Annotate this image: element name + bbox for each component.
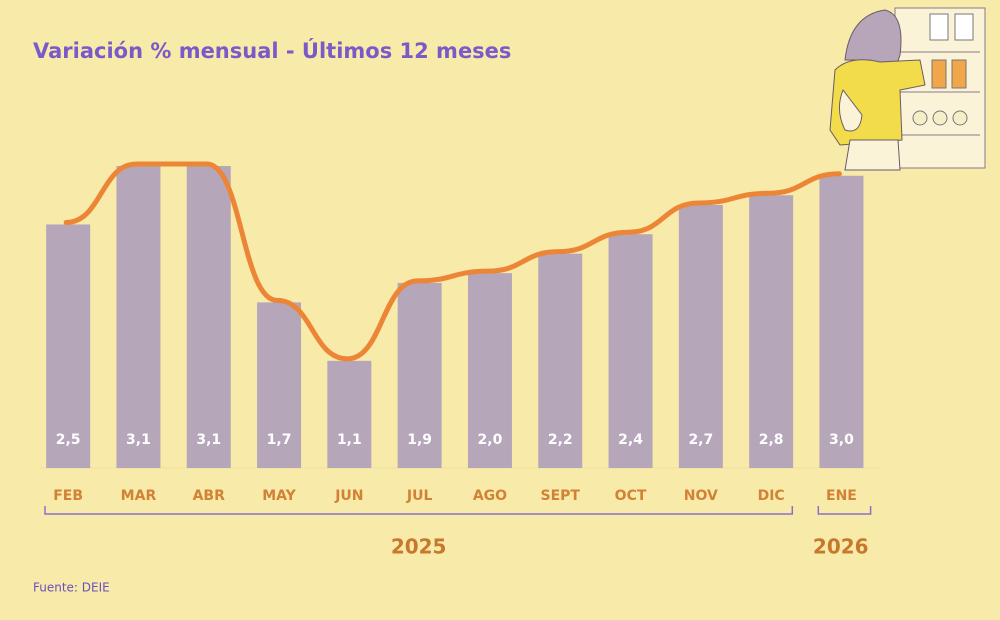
value-label: 2,5 [56,432,81,448]
year-bracket [44,506,794,515]
value-label: 2,4 [618,432,643,448]
value-label: 2,2 [548,432,573,448]
source: Fuente: DEIE [33,581,110,595]
year-bracket [817,506,872,515]
value-label: 3,0 [829,432,854,448]
bar [116,166,161,468]
x-tick-label: ENE [826,488,857,504]
bar [819,175,864,468]
value-label: 2,8 [759,432,784,448]
bar [678,204,723,468]
x-tick-label: MAR [121,488,157,504]
value-label: 1,9 [407,432,432,448]
bar [608,234,653,468]
x-tick-label: DIC [758,488,785,504]
x-tick-label: NOV [684,488,718,504]
chart-title: Variación % mensual - Últimos 12 meses [33,38,511,63]
bar [538,253,583,468]
year-label: 2025 [391,535,447,559]
bar [749,195,794,468]
x-tick-label: OCT [615,488,647,504]
x-tick-label: MAY [262,488,296,504]
bar [467,273,512,468]
trend-line [63,161,842,362]
value-label: 2,7 [688,432,713,448]
x-tick-label: SEPT [541,488,581,504]
value-label: 3,1 [126,432,151,448]
x-tick-label: AGO [473,488,507,504]
bar [46,224,91,468]
x-tick-label: FEB [53,488,83,504]
bar [327,360,372,468]
year-label: 2026 [813,535,869,559]
value-label: 1,1 [337,432,362,448]
x-tick-label: ABR [193,488,226,504]
bar [257,302,302,468]
illustration [829,7,986,171]
x-tick-label: JUL [406,488,433,504]
bar [186,166,231,468]
value-label: 2,0 [478,432,503,448]
value-label: 1,7 [267,432,292,448]
x-tick-label: JUN [334,488,363,504]
bar [397,282,442,468]
value-label: 3,1 [196,432,221,448]
